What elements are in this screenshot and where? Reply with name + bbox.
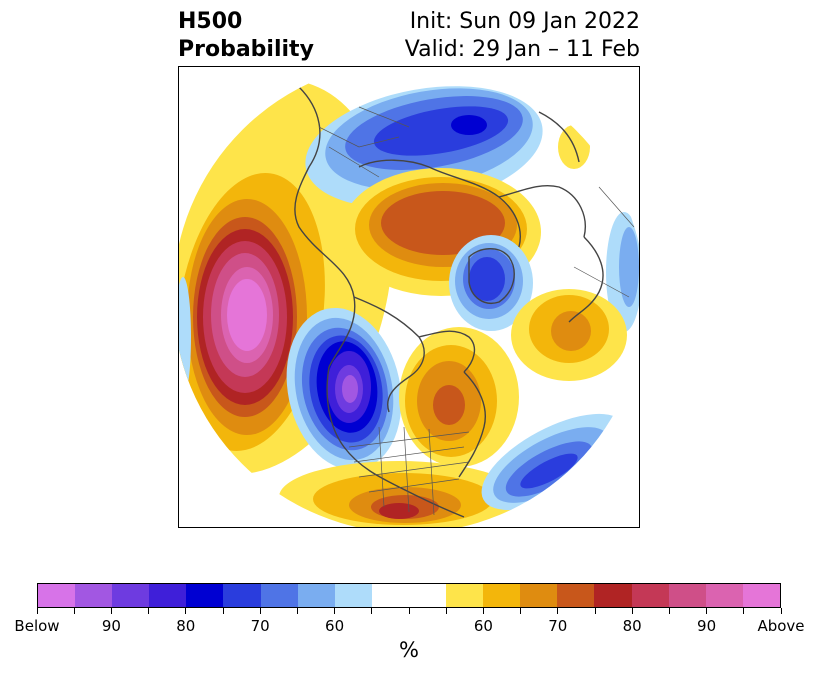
colorbar-tick-label: 60 [325, 617, 345, 635]
colorbar-tick-label: 60 [473, 617, 493, 635]
colorbar-unit-label: % [399, 638, 419, 662]
colorbar-tick [334, 608, 336, 614]
colorbar-segment [75, 584, 113, 607]
colorbar-tick [594, 608, 596, 614]
map-panel [178, 66, 640, 528]
colorbar-tick-label: 90 [101, 617, 121, 635]
colorbar-segment [334, 584, 372, 607]
anomaly-western-canada-below [286, 307, 402, 471]
colorbar-tick [557, 608, 559, 614]
colorbar-segment [446, 584, 484, 607]
title-product: Probability [178, 37, 314, 62]
colorbar-segment [260, 584, 298, 607]
colorbar-segment [149, 584, 187, 607]
colorbar-tick [73, 608, 75, 614]
colorbar-segment [483, 584, 521, 607]
colorbar-segment [742, 584, 780, 607]
map-dates: Init: Sun 09 Jan 2022 Valid: 29 Jan – 11… [405, 8, 640, 64]
colorbar-segment [705, 584, 743, 607]
title-variable: H500 [178, 9, 243, 34]
coastlines [294, 86, 604, 518]
anomaly-atlantic-below [481, 413, 627, 511]
init-date: Init: Sun 09 Jan 2022 [409, 9, 640, 34]
colorbar-tick-label: 70 [250, 617, 270, 635]
colorbar-tick [743, 608, 745, 614]
colorbar-tick [706, 608, 708, 614]
colorbar-segment [594, 584, 632, 607]
colorbar-segment [38, 584, 76, 607]
anomaly-siberia-below [305, 86, 543, 208]
colorbar-segment [223, 584, 261, 607]
colorbar-tick [36, 608, 38, 614]
colorbar-tick-label: 70 [548, 617, 568, 635]
anomaly-europe-above [511, 289, 627, 381]
valid-range: Valid: 29 Jan – 11 Feb [404, 37, 640, 62]
colorbar-tick [110, 608, 112, 614]
colorbar-tick-label: Above [757, 617, 805, 635]
colorbar-segment [112, 584, 150, 607]
colorbar-tick [445, 608, 447, 614]
colorbar-tick [148, 608, 150, 614]
colorbar-tick [482, 608, 484, 614]
colorbar-tick-label: Below [14, 617, 60, 635]
probability-map [179, 67, 639, 527]
colorbar-tick-label: 90 [697, 617, 717, 635]
colorbar-tick-label: 80 [176, 617, 196, 635]
colorbar-segment [408, 584, 447, 607]
anomaly-field [179, 67, 639, 527]
colorbar-tick [780, 608, 782, 614]
colorbar-tick [668, 608, 670, 614]
colorbar-tick [259, 608, 261, 614]
colorbar-tick [408, 608, 410, 614]
colorbar-segment [186, 584, 224, 607]
colorbar-tick [185, 608, 187, 614]
map-title: H500 Probability [178, 8, 314, 64]
colorbar-segment [520, 584, 558, 607]
colorbar-tick [520, 608, 522, 614]
colorbar-tick [631, 608, 633, 614]
colorbar-tick-label: 80 [622, 617, 642, 635]
anomaly-greenland-below [449, 212, 639, 332]
colorbar-tick [296, 608, 298, 614]
colorbar-segment [631, 584, 669, 607]
colorbar [37, 583, 781, 608]
colorbar-segment [668, 584, 706, 607]
colorbar-tick [371, 608, 373, 614]
colorbar-segment [297, 584, 335, 607]
colorbar-segment [557, 584, 595, 607]
anomaly-eastern-canada-above [399, 327, 519, 467]
colorbar-tick [222, 608, 224, 614]
colorbar-segment [371, 584, 409, 607]
